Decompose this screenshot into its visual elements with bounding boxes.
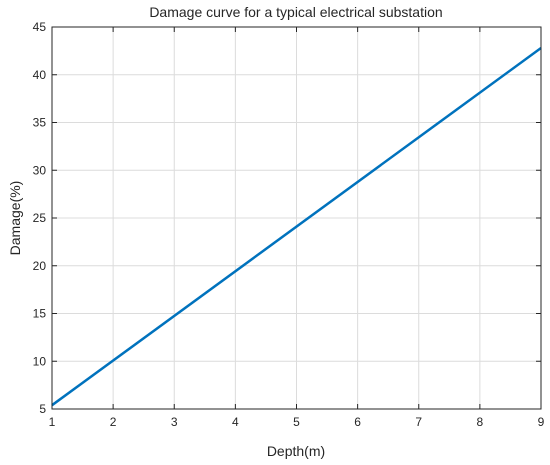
x-tick-label: 7 xyxy=(415,415,422,429)
y-axis-label: Damage(%) xyxy=(7,181,23,256)
x-tick-label: 5 xyxy=(293,415,300,429)
x-axis-label: Depth(m) xyxy=(267,443,325,459)
y-tick-label: 25 xyxy=(33,211,47,225)
chart-title: Damage curve for a typical electrical su… xyxy=(149,4,442,20)
x-tick-label: 6 xyxy=(354,415,361,429)
y-tick-label: 20 xyxy=(33,259,47,273)
x-tick-label: 4 xyxy=(232,415,239,429)
y-tick-label: 35 xyxy=(33,116,47,130)
series-layer xyxy=(51,47,542,407)
y-tick-label: 45 xyxy=(33,20,47,34)
y-tick-label: 30 xyxy=(33,163,47,177)
x-tick-label: 2 xyxy=(110,415,117,429)
x-tick-label: 8 xyxy=(477,415,484,429)
x-tick-label: 1 xyxy=(49,415,56,429)
x-tick-label: 9 xyxy=(538,415,545,429)
damage-curve-line xyxy=(51,47,542,407)
x-tick-label: 3 xyxy=(171,415,178,429)
y-tick-label: 10 xyxy=(33,354,47,368)
y-tick-label: 5 xyxy=(39,402,46,416)
y-tick-label: 40 xyxy=(33,68,47,82)
y-tick-label: 15 xyxy=(33,307,47,321)
